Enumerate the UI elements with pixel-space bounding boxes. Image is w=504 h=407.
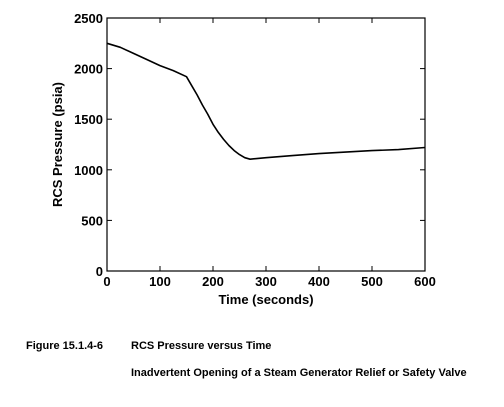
pressure-chart: 0 100 200 300 400 500 600 0 500 1000 1500 2000 2500… bbox=[50, 11, 436, 307]
x-tick-label: 0 bbox=[103, 274, 110, 289]
y-tick-label: 2000 bbox=[74, 62, 103, 77]
axis-ticks bbox=[106, 17, 426, 272]
x-tick-label: 500 bbox=[361, 274, 383, 289]
y-tick-label: 1500 bbox=[74, 112, 103, 127]
y-tick-label: 500 bbox=[81, 213, 103, 228]
x-tick-labels: 0 100 200 300 400 500 600 bbox=[103, 274, 435, 289]
x-tick-label: 200 bbox=[202, 274, 224, 289]
x-tick-label: 600 bbox=[414, 274, 436, 289]
figure-title: RCS Pressure versus Time bbox=[131, 340, 272, 352]
y-tick-label: 1000 bbox=[74, 163, 103, 178]
x-tick-label: 300 bbox=[255, 274, 277, 289]
y-tick-label: 0 bbox=[96, 264, 103, 279]
pressure-series-line bbox=[106, 42, 426, 160]
x-axis-label: Time (seconds) bbox=[218, 292, 313, 307]
figure-number: Figure 15.1.4-6 bbox=[26, 340, 104, 352]
x-tick-label: 100 bbox=[149, 274, 171, 289]
x-tick-label: 400 bbox=[308, 274, 330, 289]
y-tick-label: 2500 bbox=[74, 11, 103, 26]
figure-subtitle: Inadvertent Opening of a Steam Generator… bbox=[131, 367, 467, 379]
y-axis-label: RCS Pressure (psia) bbox=[50, 82, 65, 207]
plot-frame bbox=[106, 17, 426, 272]
series-group bbox=[106, 42, 426, 160]
y-tick-labels: 0 500 1000 1500 2000 2500 bbox=[74, 11, 103, 279]
